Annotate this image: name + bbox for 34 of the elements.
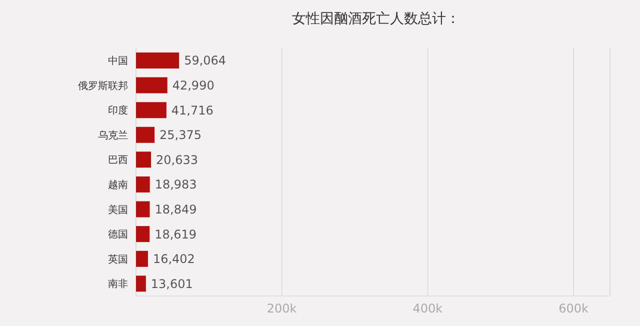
data-label: 18,849 — [154, 202, 197, 217]
bar — [136, 226, 150, 242]
bar — [136, 126, 155, 143]
data-label: 41,716 — [171, 103, 214, 118]
bar — [136, 250, 148, 267]
y-tick-label: 巴西 — [108, 155, 128, 166]
data-label: 25,375 — [160, 128, 202, 142]
y-tick-label: 越南 — [108, 178, 128, 191]
y-tick-label: 乌克兰 — [98, 129, 128, 142]
bar — [136, 276, 146, 292]
data-label: 42,990 — [172, 78, 214, 93]
y-tick-label: 德国 — [108, 230, 128, 241]
bar — [136, 102, 166, 118]
y-tick-label: 南非 — [108, 278, 128, 290]
data-label: 20,633 — [156, 152, 198, 167]
y-tick-label: 中国 — [108, 54, 128, 67]
x-tick-label: 200k — [266, 302, 297, 316]
bar — [136, 152, 152, 168]
x-tick-label: 400k — [412, 302, 443, 316]
chart-title: 女性因酗酒死亡人数总计： — [291, 10, 461, 28]
y-tick-label: 美国 — [108, 204, 128, 216]
data-label: 18,619 — [154, 227, 197, 242]
data-label: 13,601 — [150, 276, 193, 291]
bar — [136, 176, 150, 192]
data-label: 59,064 — [184, 54, 226, 68]
bar — [136, 201, 150, 218]
y-tick-label: 俄罗斯联邦 — [78, 80, 128, 92]
data-label: 18,983 — [154, 178, 197, 192]
x-tick-label: 600k — [558, 302, 589, 316]
bar — [136, 77, 168, 94]
y-tick-label: 英国 — [108, 253, 128, 266]
data-label: 16,402 — [152, 252, 195, 266]
bar — [136, 52, 180, 68]
y-tick-label: 印度 — [108, 104, 128, 117]
